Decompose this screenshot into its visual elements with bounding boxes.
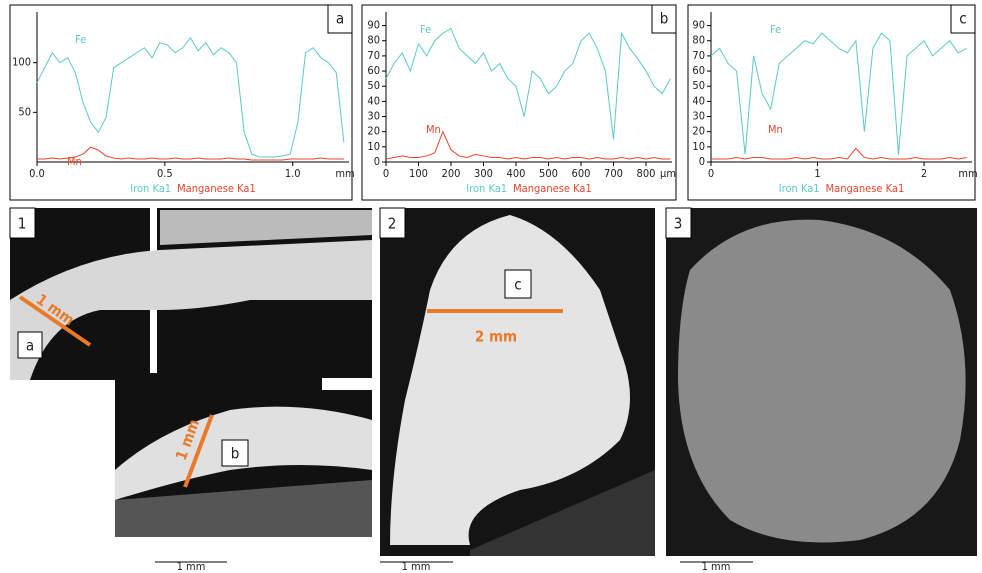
- x-tick-label: 800: [637, 167, 656, 180]
- x-tick-label: 1: [814, 167, 820, 180]
- x-unit: μm: [660, 167, 676, 180]
- y-tick-label: 50: [18, 105, 31, 118]
- legend: Iron Ka1 Manganese Ka1: [466, 182, 592, 195]
- y-tick-label: 90: [692, 19, 705, 32]
- y-tick-label: 0: [699, 155, 705, 168]
- y-tick-label: 50: [692, 79, 705, 92]
- y-tick-label: 80: [692, 34, 705, 47]
- panel-label: c: [959, 10, 966, 28]
- sem-image-3: 3 1 mm: [666, 208, 977, 573]
- y-tick-label: 0: [374, 155, 380, 168]
- x-tick-label: 0: [708, 167, 714, 180]
- y-tick-label: 20: [692, 125, 705, 138]
- callout: c: [514, 276, 521, 294]
- x-tick-label: 2: [921, 167, 927, 180]
- sem-image-2: 2 2 mm c 1 mm: [380, 208, 655, 573]
- annotation: Fe: [75, 33, 86, 46]
- legend-entry: Iron Ka1: [130, 182, 171, 195]
- y-tick-label: 80: [367, 34, 380, 47]
- x-unit: mm: [335, 167, 354, 180]
- x-tick-label: 0: [383, 167, 389, 180]
- data-line: [37, 147, 344, 160]
- scale-bar: 1 mm: [702, 560, 731, 573]
- x-unit: mm: [958, 167, 977, 180]
- y-tick-label: 50: [367, 79, 380, 92]
- sem-image-1: 1 1 mm a 1 mm b 1 mm: [10, 208, 372, 573]
- figure: 1 1 mm a 1 mm b 1 mm 2 2 mm c 1 mm 3 1 m…: [0, 0, 982, 573]
- y-tick-label: 40: [692, 94, 705, 107]
- annotation: Mn: [768, 123, 783, 136]
- chart-frame: [688, 5, 975, 200]
- x-tick-label: 0.0: [29, 167, 45, 180]
- x-tick-label: 300: [474, 167, 493, 180]
- y-tick-label: 90: [367, 19, 380, 32]
- x-tick-label: 400: [507, 167, 526, 180]
- legend-entry: Iron Ka1: [779, 182, 820, 195]
- legend-entry: Manganese Ka1: [177, 182, 256, 195]
- image-label: 2: [388, 215, 397, 233]
- annotation: Fe: [770, 23, 781, 36]
- x-tick-label: 500: [539, 167, 558, 180]
- callout: b: [231, 445, 240, 463]
- y-tick-label: 30: [367, 110, 380, 123]
- x-tick-label: 100: [409, 167, 428, 180]
- scale-bar: 1 mm: [177, 560, 206, 573]
- y-tick-label: 30: [692, 110, 705, 123]
- y-tick-label: 20: [367, 125, 380, 138]
- x-tick-label: 600: [572, 167, 591, 180]
- legend: Iron Ka1 Manganese Ka1: [779, 182, 905, 195]
- annotation: Mn: [67, 155, 82, 168]
- x-tick-label: 200: [442, 167, 461, 180]
- panel-label: a: [336, 10, 344, 28]
- image-label: 1: [18, 215, 27, 233]
- scale-label: 2 mm: [475, 328, 517, 346]
- x-tick-label: 0.5: [157, 167, 173, 180]
- panel-label: b: [660, 10, 669, 28]
- chart-frame: [10, 5, 352, 200]
- y-tick-label: 70: [692, 49, 705, 62]
- legend: Iron Ka1 Manganese Ka1: [130, 182, 256, 195]
- y-tick-label: 70: [367, 49, 380, 62]
- callout: a: [26, 337, 34, 355]
- data-line: [711, 33, 967, 154]
- scale-bar: 1 mm: [402, 560, 431, 573]
- y-tick-label: 10: [367, 140, 380, 153]
- legend-entry: Manganese Ka1: [826, 182, 905, 195]
- legend-entry: Manganese Ka1: [513, 182, 592, 195]
- data-line: [711, 148, 967, 159]
- annotation: Fe: [420, 23, 431, 36]
- x-tick-label: 700: [604, 167, 623, 180]
- data-line: [37, 38, 344, 157]
- annotation: Mn: [426, 123, 441, 136]
- legend-entry: Iron Ka1: [466, 182, 507, 195]
- y-tick-label: 60: [367, 64, 380, 77]
- y-tick-label: 60: [692, 64, 705, 77]
- y-tick-label: 100: [12, 56, 31, 69]
- image-label: 3: [674, 215, 683, 233]
- y-tick-label: 40: [367, 94, 380, 107]
- x-tick-label: 1.0: [285, 167, 301, 180]
- y-tick-label: 10: [692, 140, 705, 153]
